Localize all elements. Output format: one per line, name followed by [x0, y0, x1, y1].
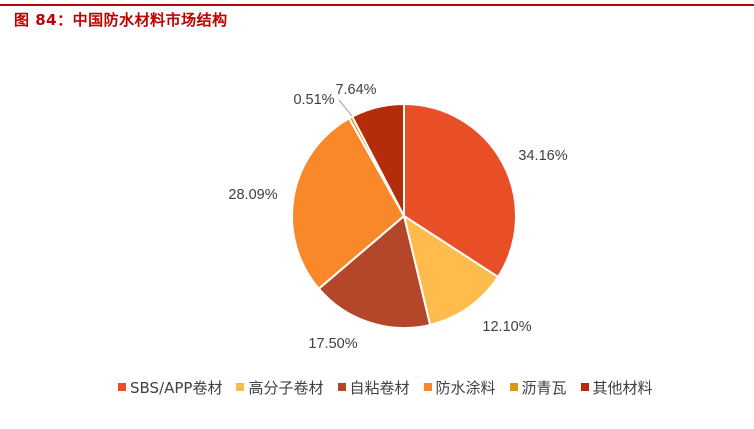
legend-label-5: 沥青瓦: [521, 378, 567, 397]
legend-item-5: 沥青瓦: [509, 377, 567, 398]
data-label-2: 12.10%: [482, 319, 531, 335]
legend-item-1: SBS/APP卷材: [118, 377, 222, 398]
legend-swatch-5: [509, 383, 518, 391]
pie-data-labels: 34.16% 12.10% 17.50% 28.09% 0.51%7.64%: [228, 82, 567, 352]
pie-slice-3: [317, 214, 432, 329]
legend-swatch-2: [236, 383, 245, 391]
legend-item-3: 自粘卷材: [337, 377, 410, 398]
legend-item-2: 高分子卷材: [236, 377, 324, 398]
data-label-5: 0.51%: [293, 92, 334, 108]
chart-legend: SBS/APP卷材 高分子卷材 自粘卷材 防水涂料 沥青瓦 其他材料: [118, 376, 653, 398]
legend-label-1: SBS/APP卷材: [130, 378, 223, 397]
pie-slice-6: [350, 102, 405, 217]
legend-item-6: 其他材料: [580, 377, 653, 398]
pie-slice-2: [402, 213, 500, 327]
legend-swatch-6: [580, 383, 589, 391]
legend-swatch-4: [423, 383, 432, 391]
data-label-1: 34.16%: [518, 148, 567, 164]
chart-title: 图 84：中国防水材料市场结构: [14, 11, 228, 29]
legend-label-2: 高分子卷材: [248, 378, 324, 397]
legend-label-3: 自粘卷材: [349, 378, 410, 397]
legend-item-4: 防水涂料: [423, 377, 496, 398]
legend-label-6: 其他材料: [592, 378, 653, 397]
data-label-3: 17.50%: [308, 336, 357, 352]
legend-label-4: 防水涂料: [435, 378, 496, 397]
title-rule: [0, 4, 754, 6]
legend-swatch-3: [337, 383, 346, 391]
leader-line: [338, 99, 353, 117]
leader-lines: [338, 99, 353, 117]
data-label-6: 7.64%: [335, 82, 376, 98]
legend-swatch-1: [118, 383, 126, 391]
pie-slice-4: [291, 117, 406, 291]
pie-slices: [291, 102, 517, 329]
data-label-4: 28.09%: [228, 187, 277, 203]
